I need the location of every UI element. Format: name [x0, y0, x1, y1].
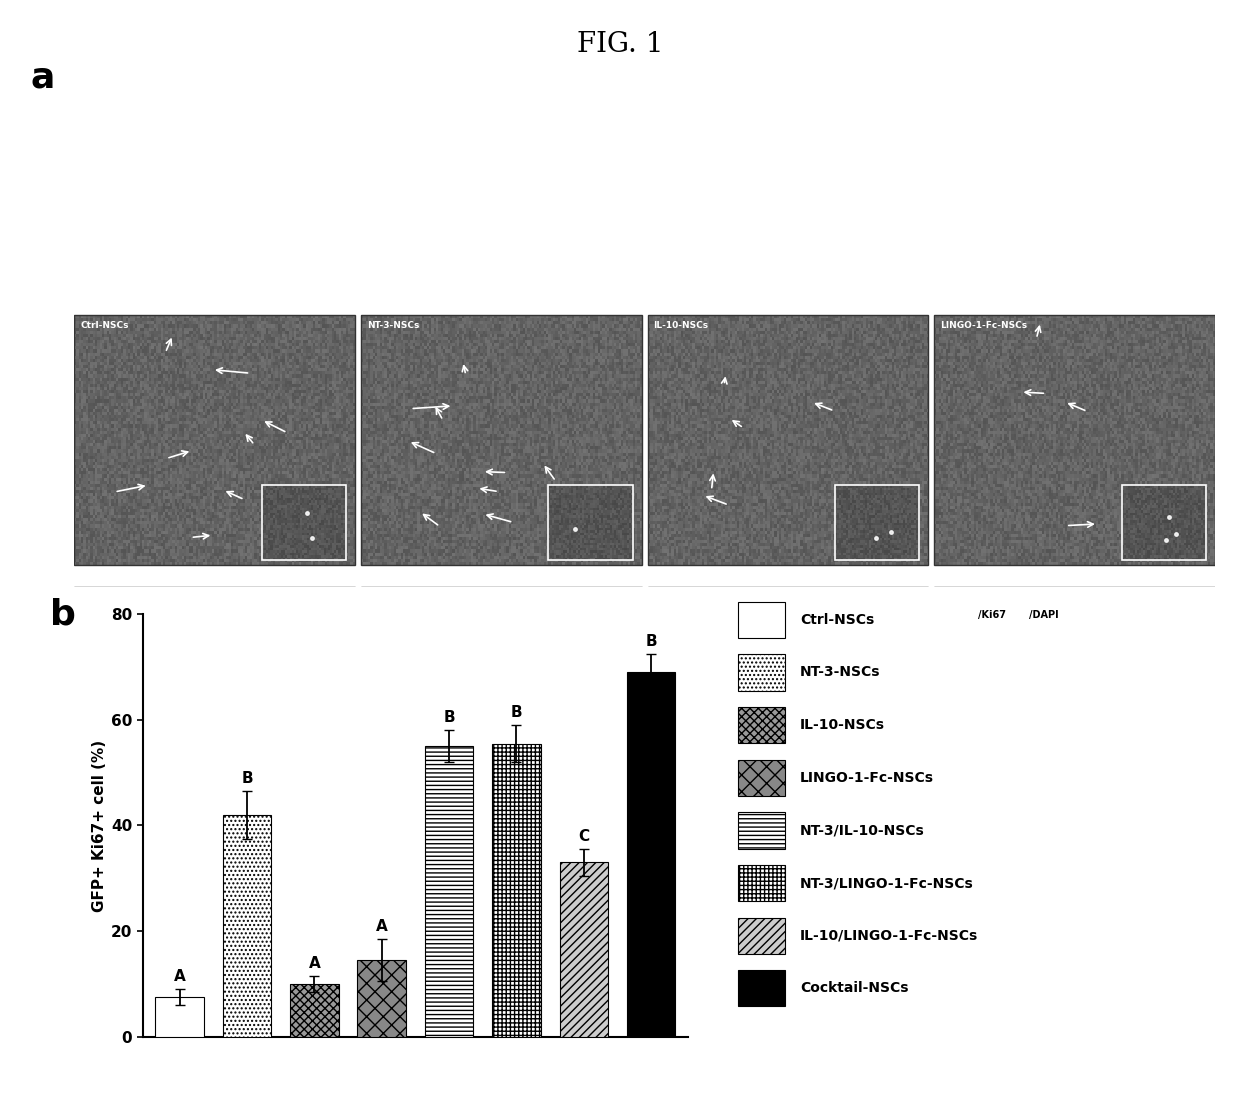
Text: NT-3/LINGO-1-Fc-NSCs: NT-3/LINGO-1-Fc-NSCs: [367, 592, 480, 601]
Text: Ctrl-NSCs: Ctrl-NSCs: [800, 613, 874, 626]
Text: B: B: [511, 705, 522, 720]
Bar: [935, 587, 1215, 837]
Bar: [74, 316, 355, 565]
Text: b: b: [50, 598, 76, 632]
Bar: [155, 997, 203, 1037]
Text: C: C: [578, 829, 589, 844]
Text: LINGO-1-Fc-NSCs: LINGO-1-Fc-NSCs: [940, 320, 1027, 330]
Text: IL-10/LINGO-1-Fc-NSCs: IL-10/LINGO-1-Fc-NSCs: [800, 929, 978, 942]
Text: IL-10-NSCs: IL-10-NSCs: [653, 320, 708, 330]
Bar: [361, 316, 642, 565]
Text: A: A: [309, 955, 320, 971]
Bar: [262, 757, 346, 832]
Bar: [290, 984, 339, 1037]
Bar: [223, 815, 272, 1037]
Bar: [1122, 757, 1207, 832]
Text: Cocktail-NSCs: Cocktail-NSCs: [940, 592, 1011, 601]
Text: a: a: [31, 60, 56, 94]
Bar: [74, 587, 355, 837]
Text: /DAPI: /DAPI: [1029, 610, 1059, 621]
Bar: [835, 485, 919, 559]
Bar: [935, 316, 1215, 565]
Text: /Ki67: /Ki67: [978, 610, 1006, 621]
Text: NT-3/IL-10-NSCs: NT-3/IL-10-NSCs: [81, 592, 161, 601]
Bar: [425, 746, 474, 1037]
Bar: [835, 757, 919, 832]
Bar: [647, 316, 929, 565]
Text: Cocktail-NSCs: Cocktail-NSCs: [800, 982, 908, 995]
Bar: [647, 587, 929, 837]
Bar: [627, 672, 676, 1037]
Text: FIG. 1: FIG. 1: [577, 31, 663, 58]
Text: LINGO-1-Fc-NSCs: LINGO-1-Fc-NSCs: [800, 771, 934, 784]
Bar: [357, 960, 405, 1037]
Text: NT-3-NSCs: NT-3-NSCs: [367, 320, 419, 330]
Text: IL-10-NSCs: IL-10-NSCs: [800, 719, 885, 732]
Text: A: A: [376, 918, 388, 934]
Text: NT-3/IL-10-NSCs: NT-3/IL-10-NSCs: [800, 824, 925, 837]
Bar: [941, 600, 972, 630]
Bar: [559, 862, 608, 1037]
Text: A: A: [174, 969, 186, 984]
Bar: [1122, 485, 1207, 559]
Text: B: B: [443, 710, 455, 725]
Bar: [548, 757, 632, 832]
Text: NT-3/LINGO-1-Fc-NSCs: NT-3/LINGO-1-Fc-NSCs: [800, 877, 973, 890]
Text: IL-10/LINGO-1-Fc-NSCs: IL-10/LINGO-1-Fc-NSCs: [653, 592, 769, 601]
Text: B: B: [645, 634, 657, 648]
Y-axis label: GFP+ Ki67+ cell (%): GFP+ Ki67+ cell (%): [92, 739, 107, 912]
Bar: [262, 485, 346, 559]
Bar: [492, 744, 541, 1037]
Text: Ctrl-NSCs: Ctrl-NSCs: [81, 320, 129, 330]
Text: NT-3-NSCs: NT-3-NSCs: [800, 666, 880, 679]
Bar: [361, 587, 642, 837]
Bar: [548, 485, 632, 559]
Text: B: B: [242, 771, 253, 785]
